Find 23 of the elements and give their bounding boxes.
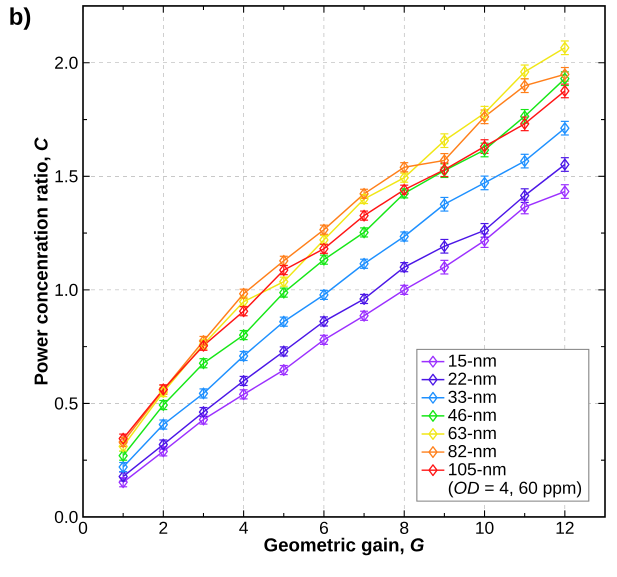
- x-tick-label: 8: [400, 522, 408, 534]
- legend-label: 105-nm: [449, 463, 506, 476]
- legend-label: 46-nm: [448, 408, 496, 422]
- x-tick-label: 4: [239, 522, 248, 534]
- legend-label: 33-nm: [448, 390, 496, 403]
- y-axis-title: Power concenration ratio, C: [34, 137, 50, 384]
- x-tick-label: 6: [320, 522, 328, 534]
- y-tick-label: 0.5: [54, 397, 78, 410]
- legend-label: 82-nm: [448, 445, 496, 458]
- y-tick-label: 1.0: [56, 284, 78, 296]
- x-tick-label: 0: [78, 522, 88, 534]
- y-tick-label: 1.5: [56, 170, 78, 182]
- legend-label: 63-nm: [448, 426, 496, 440]
- x-tick-label: 10: [476, 522, 494, 534]
- x-tick-label: 12: [556, 522, 574, 534]
- legend-label: 22-nm: [448, 372, 496, 385]
- x-axis-title: Geometric gain, G: [264, 538, 424, 556]
- legend-label: 15-nm: [449, 354, 496, 367]
- x-tick-label: 2: [159, 522, 168, 534]
- text: b): [10, 7, 30, 30]
- y-tick-label: 0.0: [54, 510, 78, 524]
- annotation: (OD = 4, 60 ppm): [448, 481, 582, 498]
- y-tick-label: 2.0: [55, 56, 78, 69]
